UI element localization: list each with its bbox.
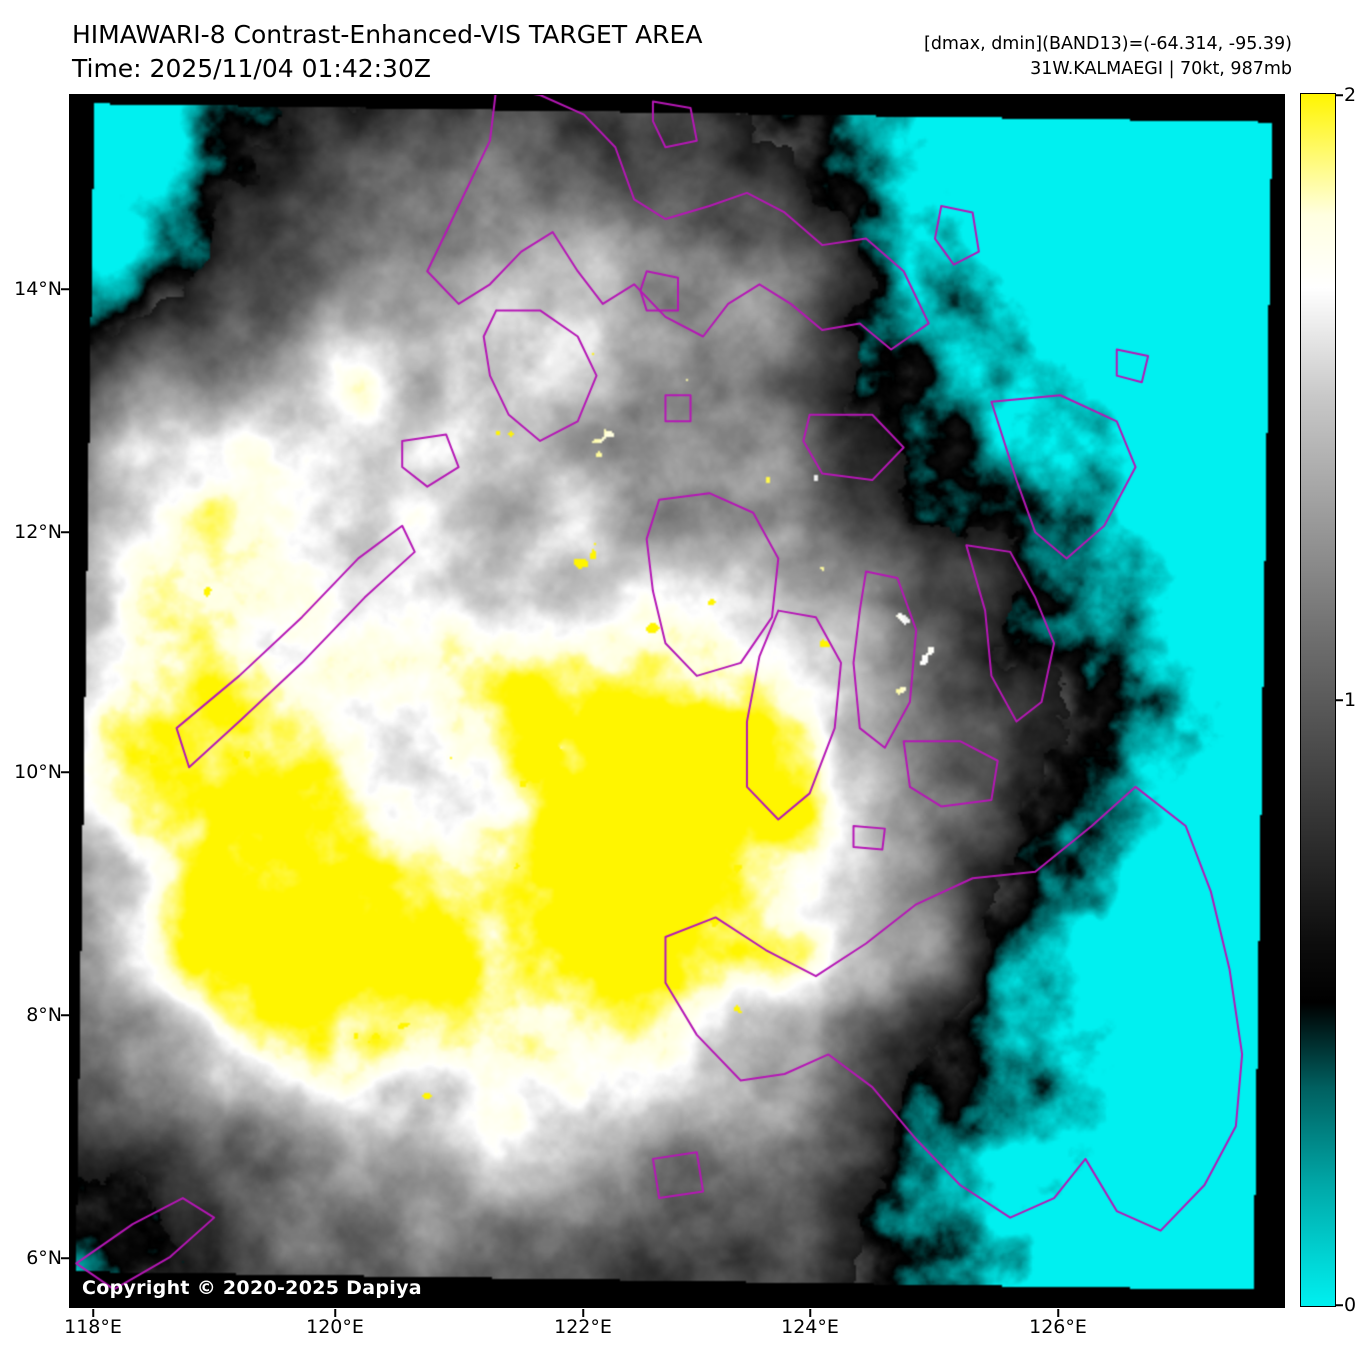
coastline-overlay — [70, 95, 1284, 1307]
latitude-tick-mark — [61, 1257, 69, 1259]
latitude-tick-label: 12°N — [14, 521, 62, 543]
colorbar-gradient — [1301, 94, 1335, 1306]
metadata-block: [dmax, dmin](BAND13)=(-64.314, -95.39) 3… — [924, 32, 1292, 82]
title-block: HIMAWARI-8 Contrast-Enhanced-VIS TARGET … — [72, 18, 832, 86]
latitude-tick-mark — [61, 771, 69, 773]
copyright-label: Copyright © 2020-2025 Dapiya — [82, 1277, 422, 1299]
longitude-tick-label: 120°E — [306, 1316, 364, 1338]
longitude-tick-mark — [809, 1309, 811, 1317]
latitude-tick-mark — [61, 531, 69, 533]
longitude-tick-label: 122°E — [554, 1316, 612, 1338]
timestamp-label: Time: 2025/11/04 01:42:30Z — [72, 54, 431, 83]
storm-info-label: 31W.KALMAEGI | 70kt, 987mb — [1030, 59, 1292, 79]
longitude-tick-mark — [1057, 1309, 1059, 1317]
latitude-tick-label: 14°N — [14, 278, 62, 300]
colorbar-tick-mark — [1336, 1304, 1343, 1306]
colorbar-tick-label: 2 — [1344, 84, 1357, 106]
latitude-tick-mark — [61, 288, 69, 290]
longitude-tick-mark — [582, 1309, 584, 1317]
longitude-tick-mark — [334, 1309, 336, 1317]
longitude-tick-label: 126°E — [1029, 1316, 1087, 1338]
colorbar-tick-label: 1 — [1344, 689, 1357, 711]
latitude-tick-label: 8°N — [26, 1004, 62, 1026]
page-title: HIMAWARI-8 Contrast-Enhanced-VIS TARGET … — [72, 20, 703, 49]
latitude-tick-label: 6°N — [26, 1247, 62, 1269]
latitude-tick-label: 10°N — [14, 761, 62, 783]
longitude-tick-label: 118°E — [64, 1316, 122, 1338]
colorbar-tick-mark — [1336, 699, 1343, 701]
satellite-image-plot[interactable]: Copyright © 2020-2025 Dapiya — [69, 94, 1285, 1308]
colorbar-tick-mark — [1336, 94, 1343, 96]
colorbar[interactable] — [1300, 93, 1336, 1307]
colorbar-tick-label: 0 — [1344, 1294, 1357, 1316]
longitude-tick-mark — [92, 1309, 94, 1317]
data-range-label: [dmax, dmin](BAND13)=(-64.314, -95.39) — [924, 34, 1292, 54]
longitude-tick-label: 124°E — [781, 1316, 839, 1338]
latitude-tick-mark — [61, 1014, 69, 1016]
